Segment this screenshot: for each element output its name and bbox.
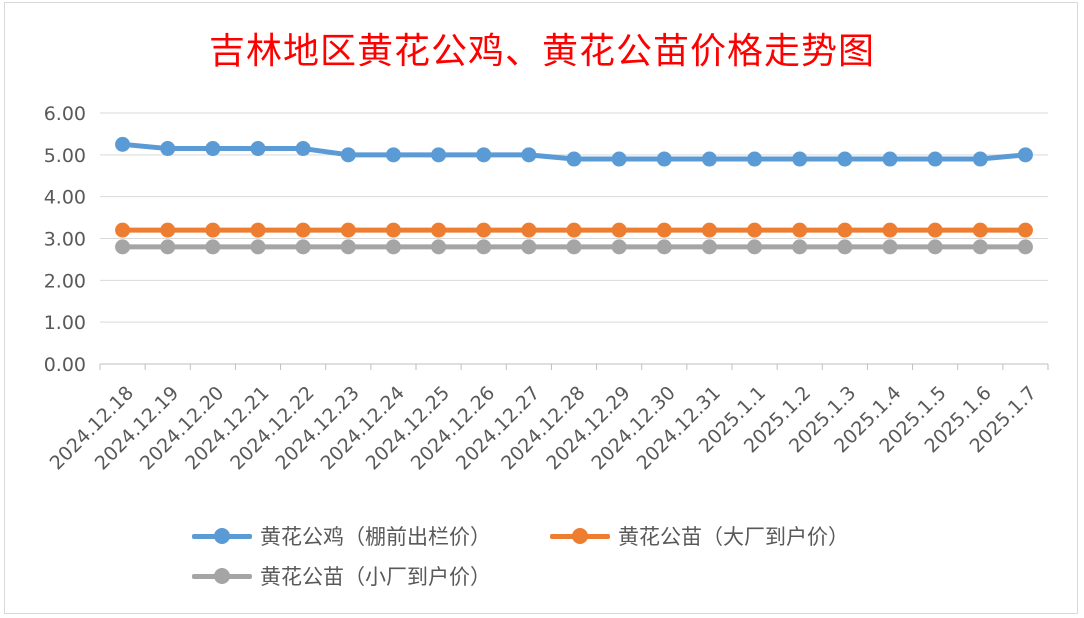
legend-label-series-1: 黄花公苗（大厂到户价）	[618, 525, 849, 549]
legend-label-series-2: 黄花公苗（小厂到户价）	[260, 565, 491, 589]
data-point-series-1	[747, 222, 763, 238]
data-point-series-1	[431, 222, 447, 238]
data-point-series-2	[1017, 239, 1033, 255]
data-point-series-1	[205, 222, 221, 238]
data-point-series-1	[160, 222, 176, 238]
data-point-series-2	[747, 239, 763, 255]
legend-item-series-2: 黄花公苗（小厂到户价）	[192, 561, 491, 591]
y-tick-label: 0.00	[44, 354, 86, 376]
legend-item-series-0: 黄花公鸡（棚前出栏价）	[192, 521, 491, 551]
data-point-series-1	[385, 222, 401, 238]
data-point-series-2	[701, 239, 717, 255]
data-point-series-1	[972, 222, 988, 238]
data-point-series-0	[566, 151, 582, 167]
data-point-series-0	[476, 147, 492, 163]
data-point-series-1	[1017, 222, 1033, 238]
data-point-series-0	[250, 141, 266, 157]
data-point-series-0	[701, 151, 717, 167]
data-point-series-0	[837, 151, 853, 167]
data-point-series-2	[656, 239, 672, 255]
data-point-series-0	[927, 151, 943, 167]
data-point-series-1	[115, 222, 131, 238]
data-point-series-2	[385, 239, 401, 255]
data-point-series-1	[656, 222, 672, 238]
data-point-series-0	[972, 151, 988, 167]
y-tick-label: 4.00	[44, 187, 86, 209]
data-point-series-2	[160, 239, 176, 255]
y-tick-label: 6.00	[44, 103, 86, 125]
data-point-series-2	[792, 239, 808, 255]
data-point-series-2	[837, 239, 853, 255]
data-point-series-0	[1017, 147, 1033, 163]
data-point-series-1	[792, 222, 808, 238]
data-point-series-2	[521, 239, 537, 255]
data-point-series-0	[385, 147, 401, 163]
data-point-series-1	[521, 222, 537, 238]
data-point-series-1	[882, 222, 898, 238]
legend-marker-series-1	[550, 526, 610, 546]
data-point-series-0	[160, 141, 176, 157]
data-point-series-2	[115, 239, 131, 255]
data-point-series-2	[882, 239, 898, 255]
legend-item-series-1: 黄花公苗（大厂到户价）	[550, 521, 849, 551]
data-point-series-1	[250, 222, 266, 238]
data-point-series-1	[701, 222, 717, 238]
y-tick-label: 5.00	[44, 145, 86, 167]
data-point-series-0	[611, 151, 627, 167]
data-point-series-2	[340, 239, 356, 255]
data-point-series-0	[115, 136, 131, 152]
data-point-series-0	[340, 147, 356, 163]
y-tick-label: 1.00	[44, 312, 86, 334]
legend-marker-series-2	[192, 566, 252, 586]
data-point-series-2	[431, 239, 447, 255]
data-point-series-0	[882, 151, 898, 167]
y-tick-label: 2.00	[44, 270, 86, 292]
legend-dot	[214, 528, 230, 544]
data-point-series-2	[295, 239, 311, 255]
data-point-series-1	[295, 222, 311, 238]
data-point-series-1	[927, 222, 943, 238]
data-point-series-0	[521, 147, 537, 163]
data-point-series-1	[340, 222, 356, 238]
data-point-series-1	[566, 222, 582, 238]
data-point-series-0	[295, 141, 311, 157]
data-point-series-0	[656, 151, 672, 167]
data-point-series-2	[205, 239, 221, 255]
legend-dot	[214, 568, 230, 584]
chart-frame	[4, 2, 1078, 614]
data-point-series-2	[611, 239, 627, 255]
data-point-series-1	[476, 222, 492, 238]
data-point-series-2	[972, 239, 988, 255]
data-point-series-2	[927, 239, 943, 255]
data-point-series-2	[250, 239, 266, 255]
data-point-series-1	[611, 222, 627, 238]
chart-title: 吉林地区黄花公鸡、黄花公苗价格走势图	[208, 31, 875, 72]
data-point-series-0	[792, 151, 808, 167]
data-point-series-0	[747, 151, 763, 167]
y-tick-label: 3.00	[44, 229, 86, 251]
data-point-series-0	[431, 147, 447, 163]
legend-marker-series-0	[192, 526, 252, 546]
legend-dot	[572, 528, 588, 544]
data-point-series-0	[205, 141, 221, 157]
data-point-series-1	[837, 222, 853, 238]
data-point-series-2	[566, 239, 582, 255]
legend-label-series-0: 黄花公鸡（棚前出栏价）	[260, 525, 491, 549]
data-point-series-2	[476, 239, 492, 255]
